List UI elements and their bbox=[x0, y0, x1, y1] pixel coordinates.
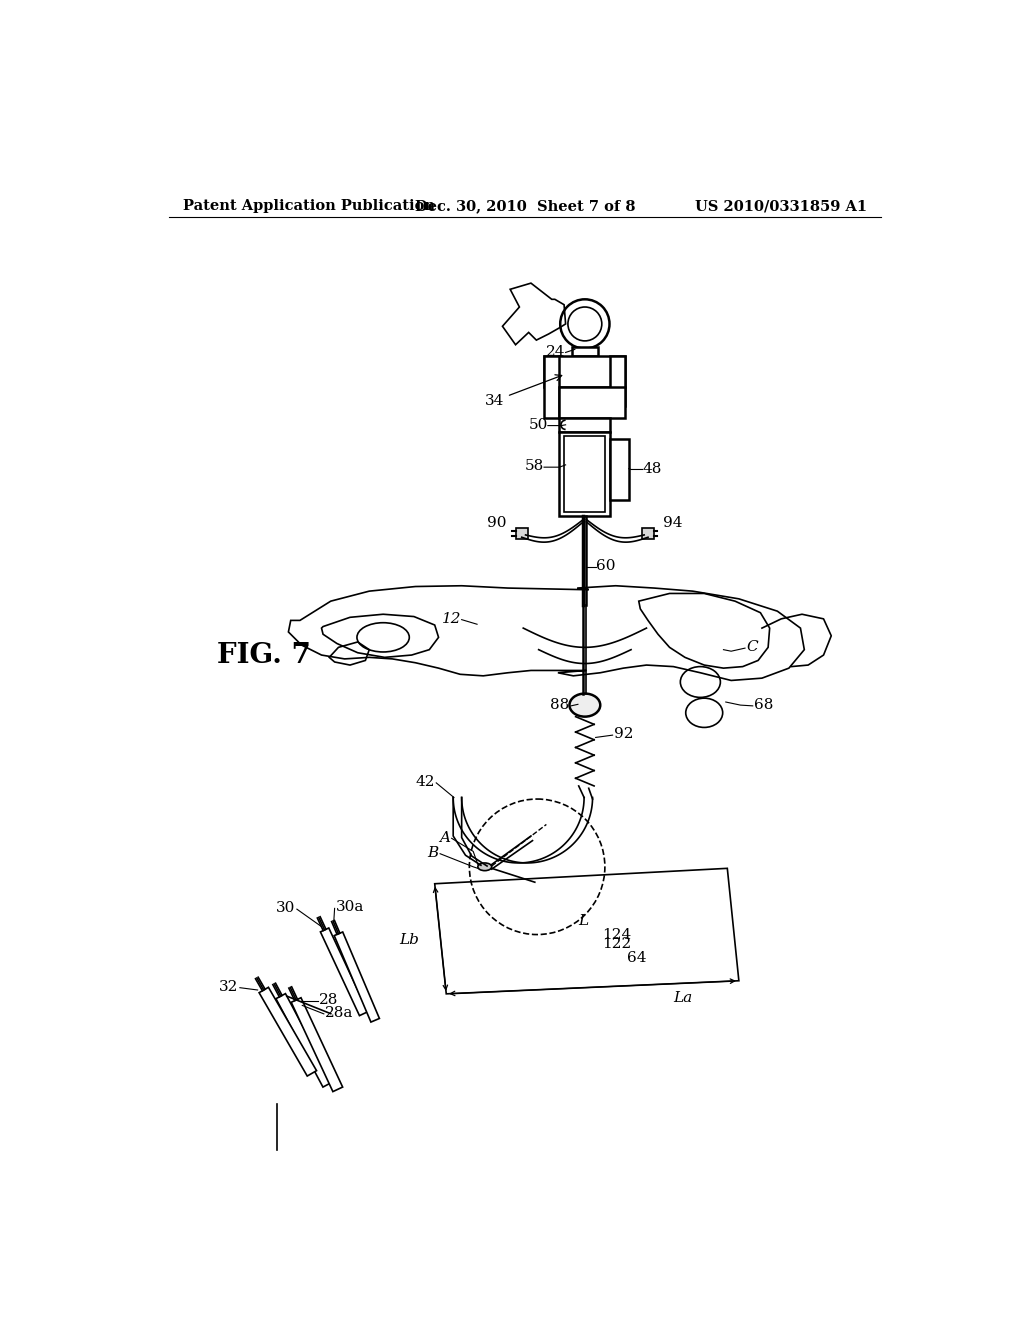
Polygon shape bbox=[291, 998, 343, 1092]
Text: US 2010/0331859 A1: US 2010/0331859 A1 bbox=[694, 199, 866, 213]
Text: 42: 42 bbox=[415, 775, 435, 789]
Polygon shape bbox=[321, 928, 368, 1015]
Text: Dec. 30, 2010  Sheet 7 of 8: Dec. 30, 2010 Sheet 7 of 8 bbox=[415, 199, 635, 213]
Text: A: A bbox=[439, 830, 451, 845]
Polygon shape bbox=[259, 987, 316, 1076]
Text: Lb: Lb bbox=[399, 933, 419, 946]
Text: 30: 30 bbox=[275, 902, 295, 915]
Text: FIG. 7: FIG. 7 bbox=[217, 642, 310, 668]
Polygon shape bbox=[275, 994, 333, 1088]
Bar bbox=[609, 356, 625, 407]
Bar bbox=[559, 418, 609, 432]
Text: 88: 88 bbox=[550, 698, 569, 711]
Text: La: La bbox=[674, 991, 692, 1005]
Text: 94: 94 bbox=[664, 516, 683, 531]
Text: 30a: 30a bbox=[336, 900, 365, 913]
Bar bbox=[544, 356, 559, 418]
Text: 90: 90 bbox=[486, 516, 506, 531]
Text: 24: 24 bbox=[546, 346, 565, 359]
Ellipse shape bbox=[569, 693, 600, 717]
Text: 64: 64 bbox=[628, 950, 647, 965]
Text: 48: 48 bbox=[643, 462, 662, 475]
Text: 12: 12 bbox=[442, 612, 462, 626]
Text: 60: 60 bbox=[596, 560, 615, 573]
Text: Patent Application Publication: Patent Application Publication bbox=[183, 199, 435, 213]
Text: 122: 122 bbox=[602, 937, 631, 950]
Text: 28a: 28a bbox=[326, 1006, 353, 1020]
Text: C: C bbox=[746, 640, 758, 655]
Text: 50: 50 bbox=[528, 418, 548, 432]
Bar bbox=[559, 432, 609, 516]
Polygon shape bbox=[334, 932, 380, 1022]
Text: 34: 34 bbox=[484, 375, 562, 408]
Bar bbox=[571, 347, 598, 356]
Text: 92: 92 bbox=[614, 727, 634, 742]
Text: L: L bbox=[579, 913, 589, 928]
Bar bbox=[544, 356, 625, 387]
Bar bbox=[609, 440, 629, 499]
Bar bbox=[515, 528, 528, 539]
Bar bbox=[564, 437, 605, 512]
Text: 28: 28 bbox=[319, 993, 339, 1007]
Bar bbox=[559, 387, 625, 418]
Text: 58: 58 bbox=[524, 459, 544, 474]
Text: 68: 68 bbox=[755, 698, 774, 711]
Text: 124: 124 bbox=[602, 928, 631, 941]
Text: B: B bbox=[427, 846, 438, 859]
Bar bbox=[642, 528, 654, 539]
Ellipse shape bbox=[478, 863, 492, 871]
Text: 32: 32 bbox=[219, 979, 239, 994]
